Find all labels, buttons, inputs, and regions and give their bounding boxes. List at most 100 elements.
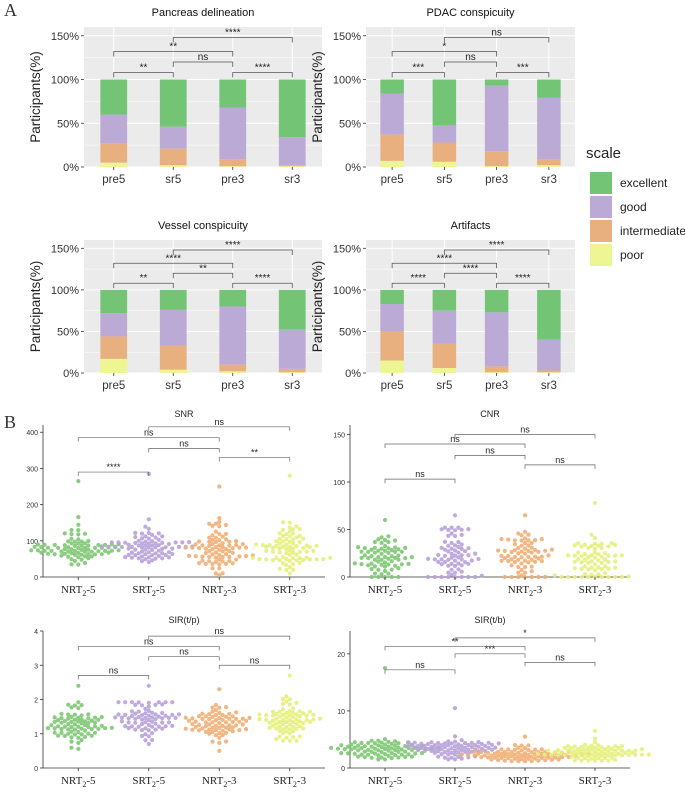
data-point — [536, 758, 541, 763]
data-point — [213, 555, 218, 560]
bar-intermediate — [100, 336, 128, 359]
data-point — [274, 711, 279, 717]
data-point — [386, 744, 391, 749]
significance-bracket — [443, 249, 550, 255]
data-point — [369, 554, 374, 559]
data-point — [287, 738, 292, 743]
data-point — [240, 542, 245, 547]
data-point — [223, 531, 229, 537]
data-point — [284, 715, 289, 720]
x-tick-label: sr3 — [541, 174, 557, 186]
data-point — [59, 549, 64, 554]
data-point — [109, 548, 114, 553]
x-tick-label: pre3 — [221, 380, 244, 392]
x-tick-label: SRT2-5 — [132, 775, 165, 789]
data-point — [529, 750, 534, 755]
data-point — [506, 747, 511, 752]
data-point — [382, 543, 388, 549]
x-tick-label: SRT2-3 — [273, 775, 306, 789]
data-point — [506, 752, 511, 757]
data-point — [376, 537, 381, 542]
data-point — [291, 710, 296, 715]
data-point — [284, 729, 289, 734]
data-point — [143, 732, 148, 737]
significance-label: ns — [214, 417, 224, 427]
data-point — [156, 548, 161, 553]
data-point — [79, 713, 84, 718]
data-point — [352, 751, 357, 756]
data-point — [466, 553, 471, 558]
data-point — [609, 755, 614, 760]
data-point — [79, 721, 84, 726]
data-point — [399, 752, 404, 757]
data-point — [409, 555, 414, 560]
data-point — [280, 701, 286, 707]
data-point — [566, 744, 571, 749]
data-point — [146, 526, 151, 531]
significance-label: ns — [198, 52, 209, 63]
data-point — [442, 539, 447, 545]
data-point — [396, 745, 401, 750]
data-point — [596, 747, 601, 752]
data-point — [160, 726, 165, 731]
data-point — [287, 529, 292, 534]
data-point — [76, 546, 81, 551]
data-point — [304, 549, 309, 554]
data-point — [446, 527, 451, 533]
data-point — [139, 531, 145, 536]
data-point — [86, 712, 91, 717]
data-point — [486, 745, 491, 751]
significance-label: **** — [165, 253, 181, 264]
data-point — [139, 549, 145, 554]
data-point — [69, 735, 74, 740]
data-point — [582, 557, 588, 563]
data-point — [412, 745, 417, 750]
data-point — [280, 561, 286, 566]
data-point — [76, 735, 81, 740]
data-point — [160, 720, 165, 725]
data-point — [139, 717, 145, 722]
y-tick-label: 50% — [57, 326, 79, 338]
data-point — [301, 546, 306, 551]
data-point — [369, 561, 374, 566]
data-point — [463, 560, 468, 565]
data-point — [153, 702, 158, 708]
x-tick-label: sr5 — [436, 174, 452, 186]
data-point — [139, 713, 145, 718]
data-point — [533, 547, 538, 553]
data-point — [197, 561, 202, 566]
data-point — [76, 715, 81, 720]
data-point — [66, 554, 71, 559]
data-point — [82, 560, 88, 566]
data-point — [452, 570, 458, 575]
data-point — [442, 741, 447, 746]
data-point — [449, 572, 454, 577]
data-point — [522, 565, 528, 570]
data-point — [257, 712, 262, 717]
data-point — [572, 758, 577, 763]
data-point — [213, 535, 218, 540]
data-point — [217, 720, 222, 726]
data-point — [606, 758, 611, 763]
data-point — [516, 545, 521, 551]
data-point — [207, 554, 212, 560]
data-point — [294, 535, 299, 540]
data-point — [372, 741, 377, 746]
data-point — [59, 726, 64, 732]
data-point — [297, 719, 302, 724]
data-point — [506, 559, 511, 564]
data-point — [207, 731, 212, 736]
significance-bracket — [113, 72, 174, 78]
bar-excellent — [537, 79, 561, 98]
data-point — [415, 743, 421, 748]
data-point — [382, 564, 388, 569]
data-point — [146, 517, 151, 522]
data-point — [82, 719, 88, 724]
data-point — [596, 752, 601, 757]
data-point — [466, 561, 471, 566]
data-point — [270, 709, 275, 714]
data-point — [572, 749, 577, 754]
data-point — [234, 539, 239, 544]
data-point — [502, 750, 507, 755]
data-point — [56, 724, 61, 729]
